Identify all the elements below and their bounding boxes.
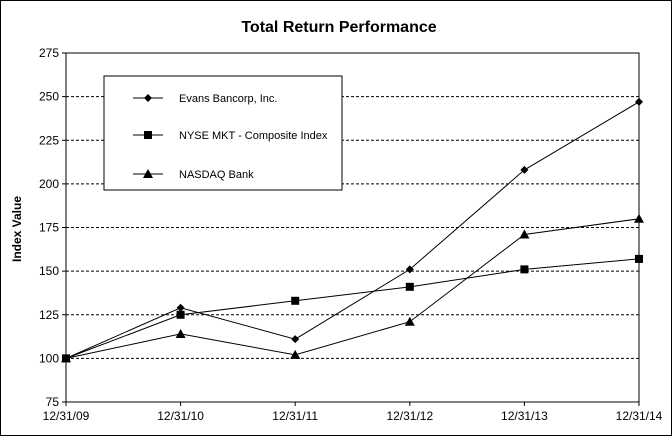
series-line — [65, 258, 640, 359]
series-line — [65, 218, 640, 359]
x-tick-label: 12/31/09 — [43, 409, 90, 423]
data-point — [290, 349, 301, 359]
series-line — [65, 101, 640, 359]
x-tick-label: 12/31/13 — [501, 409, 548, 423]
chart-title: Total Return Performance — [241, 19, 436, 36]
data-point — [405, 265, 414, 274]
legend-label: Evans Bancorp, Inc. — [179, 93, 277, 105]
y-tick-label: 250 — [39, 90, 59, 104]
y-tick-label: 150 — [39, 264, 59, 278]
legend-label: NASDAQ Bank — [179, 169, 254, 181]
data-point — [291, 296, 300, 305]
x-tick-label: 12/31/11 — [272, 409, 318, 423]
legend-box — [103, 75, 343, 191]
data-point — [520, 265, 529, 274]
series-triangle — [61, 213, 644, 363]
data-point — [291, 335, 300, 344]
legend-label: NYSE MKT - Composite Index — [179, 130, 328, 142]
legend-marker — [144, 131, 152, 139]
data-point — [176, 303, 185, 312]
data-point — [175, 328, 186, 338]
legend: Evans Bancorp, Inc. NYSE MKT - Composite … — [103, 75, 343, 191]
x-tick-label: 12/31/12 — [386, 409, 433, 423]
data-point — [176, 310, 185, 319]
x-tick-label: 12/31/14 — [616, 409, 663, 423]
data-point — [635, 97, 643, 106]
data-point — [520, 165, 529, 174]
x-tick-label: 12/31/10 — [157, 409, 204, 423]
legend-marker — [143, 169, 153, 178]
y-tick-label: 125 — [39, 308, 59, 322]
y-tick-label: 275 — [39, 46, 59, 60]
data-point — [61, 353, 71, 363]
data-point — [634, 213, 644, 223]
data-point — [404, 316, 415, 326]
data-point — [519, 229, 530, 239]
y-tick-label: 75 — [46, 395, 60, 409]
y-tick-label: 175 — [39, 221, 59, 235]
data-point — [635, 254, 643, 263]
y-tick-label: 200 — [39, 177, 59, 191]
data-point — [405, 282, 414, 291]
legend-marker — [144, 94, 152, 102]
y-axis-title: Index Value — [10, 196, 24, 262]
y-tick-label: 225 — [39, 133, 59, 147]
y-tick-label: 100 — [39, 351, 59, 365]
